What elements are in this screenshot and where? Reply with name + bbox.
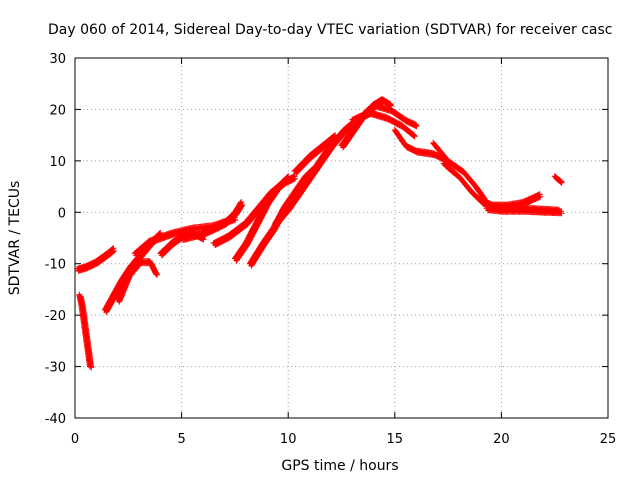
y-tick-label: -40 bbox=[45, 412, 66, 427]
series-track-a bbox=[76, 291, 95, 371]
x-tick-label: 5 bbox=[177, 432, 185, 447]
series-track-b bbox=[74, 245, 117, 274]
x-tick-label: 0 bbox=[71, 432, 79, 447]
data-marks bbox=[74, 96, 565, 371]
series-track-p bbox=[391, 127, 452, 166]
y-tick-label: 0 bbox=[58, 206, 66, 221]
series-track-u bbox=[551, 173, 565, 186]
y-tick-label: -30 bbox=[45, 361, 66, 376]
chart-title: Day 060 of 2014, Sidereal Day-to-day VTE… bbox=[48, 22, 612, 38]
y-tick-label: 10 bbox=[49, 155, 66, 170]
y-tick-label: -20 bbox=[45, 309, 66, 324]
series-track-i bbox=[231, 173, 292, 264]
x-tick-label: 20 bbox=[493, 432, 510, 447]
series-track-n bbox=[349, 109, 418, 140]
series-track-o bbox=[370, 101, 420, 130]
y-tick-label: 20 bbox=[49, 103, 66, 118]
x-tick-labels: 0 5 10 15 20 25 bbox=[71, 432, 616, 447]
plot-border bbox=[74, 57, 609, 419]
y-tick-label: -10 bbox=[45, 258, 66, 273]
y-tick-label: 30 bbox=[49, 52, 66, 67]
series-track-d bbox=[114, 258, 160, 305]
y-tick-labels: -40 -30 -20 -10 0 10 20 30 bbox=[45, 52, 66, 427]
x-tick-label: 25 bbox=[600, 432, 617, 447]
x-tick-label: 10 bbox=[280, 432, 297, 447]
x-axis-label: GPS time / hours bbox=[281, 458, 398, 474]
series-track-m bbox=[338, 96, 395, 151]
x-tick-label: 15 bbox=[387, 432, 404, 447]
y-axis-label: SDTVAR / TECUs bbox=[7, 181, 23, 296]
plot-frame bbox=[74, 57, 609, 419]
series-track-g bbox=[178, 199, 246, 243]
series-track-t bbox=[487, 191, 544, 210]
series-track-q bbox=[430, 139, 501, 212]
series-track-l bbox=[291, 132, 339, 177]
